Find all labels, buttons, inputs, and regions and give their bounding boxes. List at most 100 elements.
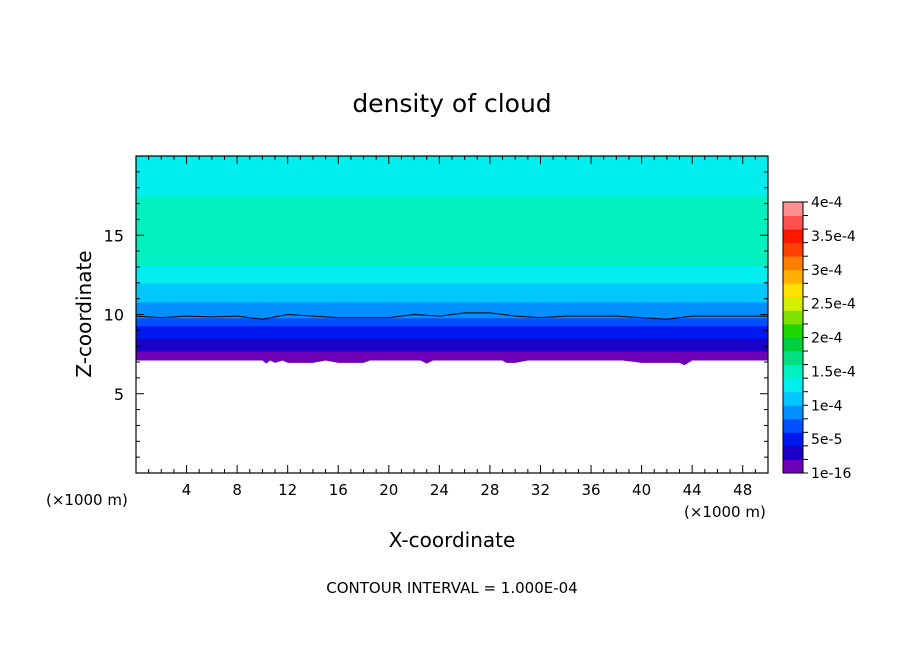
- density-band: [136, 260, 768, 263]
- density-band: [136, 255, 768, 259]
- density-band: [136, 259, 768, 262]
- density-band: [136, 197, 768, 200]
- density-band: [136, 266, 768, 270]
- density-band: [136, 211, 768, 214]
- density-band: [136, 251, 768, 254]
- x-tick-label: 40: [632, 481, 651, 499]
- density-band: [136, 236, 768, 240]
- density-band: [136, 257, 768, 260]
- density-band: [136, 358, 768, 362]
- density-band: [136, 200, 768, 203]
- density-band: [136, 219, 768, 222]
- density-band: [136, 347, 768, 350]
- density-band: [136, 335, 768, 338]
- density-band: [136, 171, 768, 175]
- density-band: [136, 181, 768, 184]
- colorbar-segment: [783, 310, 803, 325]
- density-band: [136, 195, 768, 198]
- x-tick-label: 44: [683, 481, 702, 499]
- colorbar-segment: [783, 256, 803, 271]
- density-band: [136, 290, 768, 293]
- density-band: [136, 282, 768, 285]
- density-band: [136, 285, 768, 289]
- density-band: [136, 289, 768, 292]
- density-band: [136, 163, 768, 167]
- density-band: [136, 228, 768, 232]
- density-band: [136, 327, 768, 330]
- density-band: [136, 341, 768, 344]
- colorbar-segment: [783, 296, 803, 311]
- density-band: [136, 213, 768, 216]
- density-band: [136, 179, 768, 182]
- colorbar-label: 5e-5: [811, 432, 842, 448]
- colorbar-segment: [783, 351, 803, 365]
- density-band: [136, 209, 768, 213]
- density-band: [136, 233, 768, 236]
- density-band: [136, 298, 768, 301]
- density-band: [136, 235, 768, 238]
- density-band: [136, 217, 768, 220]
- y-axis-label: Z-coordinate: [72, 250, 96, 377]
- density-band: [136, 203, 768, 206]
- density-band: [136, 190, 768, 194]
- density-band: [136, 238, 768, 241]
- density-band: [136, 274, 768, 278]
- density-band: [136, 254, 768, 257]
- density-band: [136, 301, 768, 305]
- colorbar-segment: [783, 269, 803, 284]
- density-band: [136, 165, 768, 168]
- colorbar-segment: [783, 418, 803, 433]
- density-band: [136, 317, 768, 320]
- density-band: [136, 268, 768, 271]
- density-band: [136, 201, 768, 205]
- density-band: [136, 273, 768, 276]
- density-band: [136, 355, 768, 358]
- density-band: [136, 176, 768, 179]
- x-tick-label: 20: [379, 481, 398, 499]
- density-band: [136, 198, 768, 201]
- density-band: [136, 186, 768, 189]
- density-band: [136, 308, 768, 311]
- density-band: [136, 279, 768, 282]
- density-band: [136, 208, 768, 211]
- colorbar-segment: [783, 323, 803, 338]
- contour-line-1e-4: [135, 312, 768, 320]
- y-tick-label: 15: [104, 226, 124, 245]
- density-band: [136, 160, 768, 163]
- chart-title: density of cloud: [352, 89, 551, 118]
- density-band: [136, 350, 768, 354]
- density-band: [136, 232, 768, 235]
- density-band: [136, 162, 768, 165]
- density-band: [136, 249, 768, 252]
- density-band: [136, 246, 768, 249]
- x-tick-label: 24: [430, 481, 449, 499]
- colorbar-label: 3.5e-4: [811, 229, 856, 245]
- density-band: [136, 271, 768, 274]
- density-band: [136, 173, 768, 176]
- density-band: [136, 187, 768, 190]
- x-tick-label: 12: [278, 481, 297, 499]
- density-band: [136, 205, 768, 208]
- density-band: [136, 309, 768, 312]
- density-band: [136, 328, 768, 331]
- x-tick-label: 16: [329, 481, 348, 499]
- density-band: [136, 170, 768, 173]
- density-band: [136, 222, 768, 225]
- density-band: [136, 333, 768, 336]
- density-band: [136, 304, 768, 308]
- colorbar-segment: [783, 459, 803, 474]
- density-band: [136, 343, 768, 346]
- density-band: [136, 270, 768, 273]
- colorbar-segment: [783, 215, 803, 230]
- x-tick-label: 8: [232, 481, 242, 499]
- density-band: [136, 295, 768, 298]
- colorbar-label: 4e-4: [811, 195, 843, 211]
- colorbar-segment: [783, 242, 803, 257]
- density-band: [136, 184, 768, 187]
- colorbar-segment: [783, 378, 803, 393]
- density-band: [136, 325, 768, 328]
- colorbar-segment: [783, 202, 803, 216]
- colorbar-label: 1e-16: [811, 466, 851, 482]
